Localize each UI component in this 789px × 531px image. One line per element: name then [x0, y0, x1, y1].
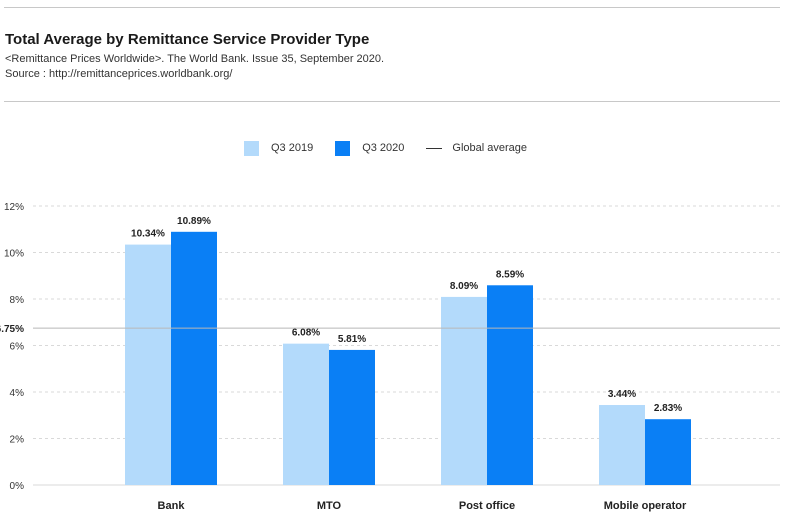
global-average-label: 6.75%	[0, 324, 24, 335]
y-tick-label: 12%	[4, 202, 24, 213]
y-tick-label: 4%	[10, 388, 25, 399]
source-citation: <Remittance Prices Worldwide>. The World…	[5, 53, 385, 65]
bar-value-label: 8.09%	[450, 281, 478, 292]
bar-q3-2020	[487, 285, 533, 485]
bar-value-label: 3.44%	[608, 389, 636, 400]
bar-q3-2019	[125, 244, 171, 485]
legend-label-global-average: Global average	[452, 142, 528, 154]
legend-swatch-q3-2020	[335, 140, 351, 156]
bar-q3-2019	[283, 343, 329, 485]
x-tick-label: Bank	[158, 500, 186, 512]
y-tick-label: 2%	[10, 435, 25, 446]
legend-item-q3-2019: Q3 2019	[244, 140, 314, 156]
source-url: Source : http://remittanceprices.worldba…	[5, 68, 233, 80]
bar-value-label: 8.59%	[496, 269, 524, 280]
x-tick-label: MTO	[317, 500, 342, 512]
chart-title: Total Average by Remittance Service Prov…	[5, 31, 370, 48]
y-tick-label: 0%	[10, 481, 25, 492]
x-tick-label: Mobile operator	[604, 500, 687, 512]
legend-swatch-q3-2019	[244, 140, 259, 156]
bar-value-label: 6.08%	[292, 328, 320, 339]
bar-q3-2019	[599, 405, 645, 485]
bar-value-label: 2.83%	[654, 403, 682, 414]
bar-q3-2020	[171, 231, 217, 485]
bar-value-label: 10.34%	[131, 229, 165, 240]
header-divider	[4, 101, 780, 102]
legend-item-global-average: Global average	[426, 142, 527, 154]
bar-q3-2020	[329, 349, 375, 485]
legend-item-q3-2020: Q3 2020	[335, 140, 405, 156]
bar-chart: 0% 2% 4% 6% 8% 10% 12% 10.34% 10.89% Bank 6.08% 5.8…	[0, 202, 780, 512]
chart-legend: Q3 2019 Q3 2020 Global average	[244, 139, 549, 157]
legend-swatch-global-average	[426, 147, 443, 149]
top-divider	[4, 7, 780, 8]
y-tick-label: 10%	[4, 249, 24, 260]
bar-value-label: 10.89%	[177, 216, 211, 227]
x-tick-label: Post office	[459, 500, 515, 512]
legend-label-q3-2019: Q3 2019	[271, 142, 314, 154]
bar-q3-2020	[645, 419, 691, 485]
bar-q3-2019	[441, 296, 487, 485]
y-tick-label: 6%	[10, 342, 25, 353]
y-tick-label: 8%	[10, 295, 25, 306]
bar-value-label: 5.81%	[338, 334, 366, 345]
legend-label-q3-2020: Q3 2020	[362, 142, 405, 154]
